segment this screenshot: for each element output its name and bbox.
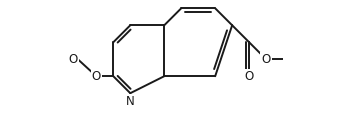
Text: N: N (126, 95, 135, 108)
Text: O: O (92, 70, 101, 83)
Text: O: O (69, 53, 78, 66)
Text: O: O (245, 70, 254, 83)
Text: O: O (262, 53, 271, 66)
